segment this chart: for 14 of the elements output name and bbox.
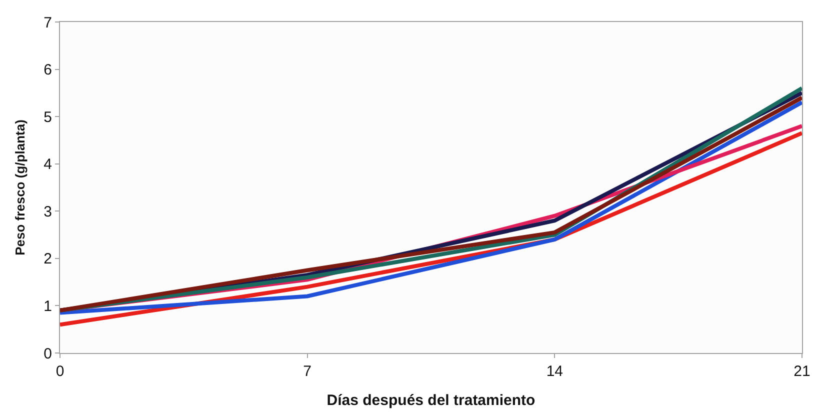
y-tick-label: 1 xyxy=(44,298,52,315)
x-axis-title: Días después del tratamiento xyxy=(326,392,536,409)
y-tick-label: 4 xyxy=(44,156,52,174)
x-tick-label: 14 xyxy=(546,363,564,380)
x-tick-label: 21 xyxy=(794,363,810,380)
x-tick-label: 7 xyxy=(303,363,312,380)
y-tick-label: 2 xyxy=(44,250,52,268)
y-tick-label: 5 xyxy=(44,108,52,126)
y-tick-label: 6 xyxy=(44,62,52,79)
y-axis-title: Peso fresco (g/planta) xyxy=(12,120,28,256)
y-tick-label: 7 xyxy=(44,14,52,32)
x-tick-label: 0 xyxy=(56,363,64,380)
y-tick-label: 3 xyxy=(44,203,52,220)
y-tick-label: 0 xyxy=(44,345,52,362)
